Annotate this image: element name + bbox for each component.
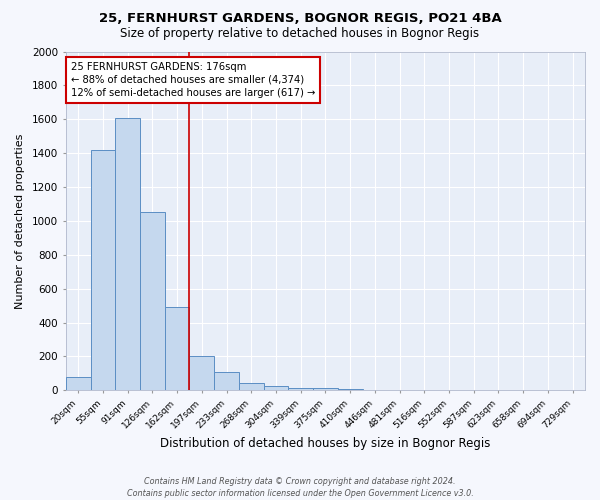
- Bar: [338, 388, 362, 390]
- Bar: [190, 356, 214, 390]
- Y-axis label: Number of detached properties: Number of detached properties: [15, 133, 25, 308]
- Bar: [115, 118, 140, 390]
- Bar: [263, 386, 289, 390]
- Bar: [239, 382, 263, 390]
- Text: 25 FERNHURST GARDENS: 176sqm
← 88% of detached houses are smaller (4,374)
12% of: 25 FERNHURST GARDENS: 176sqm ← 88% of de…: [71, 62, 316, 98]
- X-axis label: Distribution of detached houses by size in Bognor Regis: Distribution of detached houses by size …: [160, 437, 491, 450]
- Bar: [214, 372, 239, 390]
- Bar: [66, 377, 91, 390]
- Text: Contains HM Land Registry data © Crown copyright and database right 2024.
Contai: Contains HM Land Registry data © Crown c…: [127, 476, 473, 498]
- Text: Size of property relative to detached houses in Bognor Regis: Size of property relative to detached ho…: [121, 28, 479, 40]
- Text: 25, FERNHURST GARDENS, BOGNOR REGIS, PO21 4BA: 25, FERNHURST GARDENS, BOGNOR REGIS, PO2…: [98, 12, 502, 26]
- Bar: [140, 212, 165, 390]
- Bar: [313, 388, 338, 390]
- Bar: [165, 308, 190, 390]
- Bar: [289, 388, 313, 390]
- Bar: [91, 150, 115, 390]
